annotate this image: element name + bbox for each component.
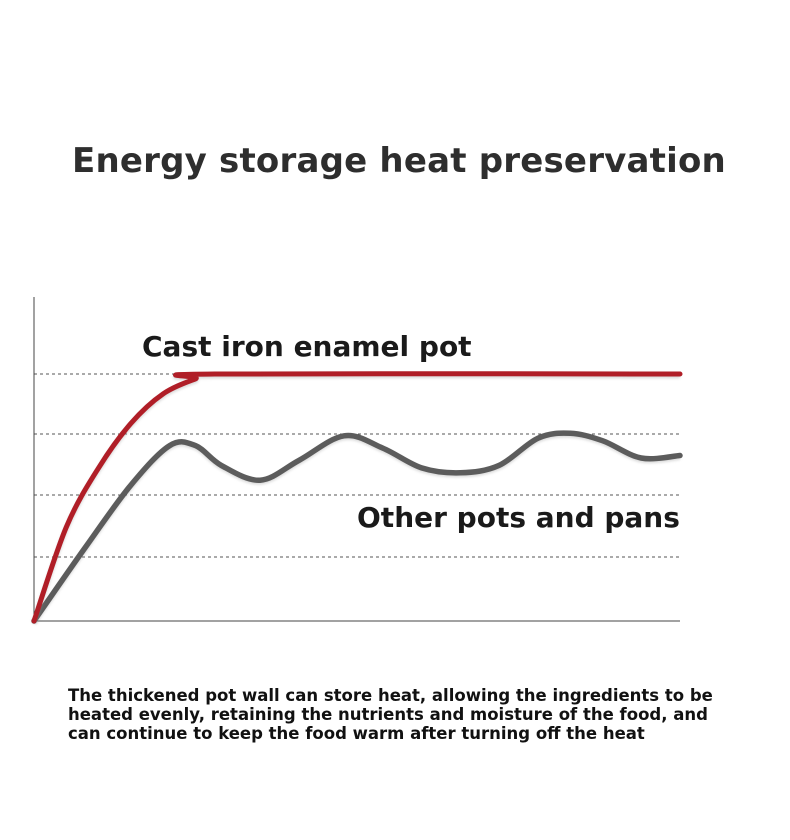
- description-line: heated evenly, retaining the nutrients a…: [68, 705, 708, 724]
- description: The thickened pot wall can store heat, a…: [68, 686, 768, 743]
- series-line: [31, 371, 683, 624]
- series-line: [31, 430, 683, 624]
- description-line: The thickened pot wall can store heat, a…: [68, 686, 713, 705]
- heat-retention-chart: Cast iron enamel pot Other pots and pans: [31, 297, 683, 625]
- series-label: Cast iron enamel pot: [142, 330, 472, 363]
- series-line-shadow: [31, 373, 681, 624]
- chart-title: Energy storage heat preservation: [72, 141, 726, 181]
- description-line: can continue to keep the food warm after…: [68, 724, 645, 743]
- series-label: Other pots and pans: [357, 501, 680, 534]
